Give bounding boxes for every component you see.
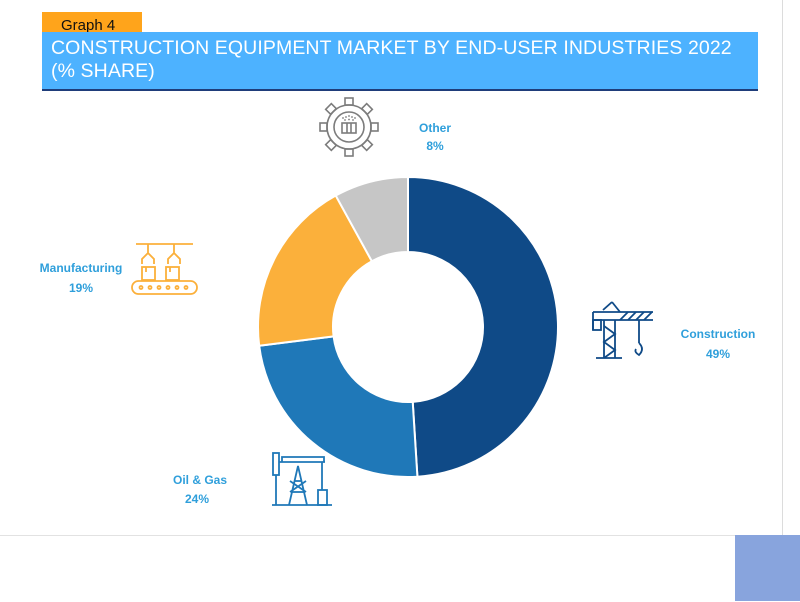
corner-block [735, 535, 800, 601]
donut-slice-construction [407, 175, 559, 478]
oil-pump-icon [272, 452, 332, 506]
slice-value-label-construction: 49% [706, 347, 730, 361]
tower-crane-icon [592, 301, 653, 359]
donut-slice-other [334, 175, 409, 263]
conveyor-robot-arm-icon [131, 243, 198, 295]
slice-name-label-oil-gas: Oil & Gas [173, 473, 227, 487]
donut-slice-manufacturing [257, 194, 374, 347]
gear-factory-icon [319, 97, 379, 157]
slice-value-label-other: 8% [426, 139, 444, 153]
donut-chart: Other 8% Manufacturing 19% Construction … [40, 97, 756, 506]
slice-value-label-manufacturing: 19% [69, 281, 93, 295]
slide-footer-area [0, 535, 800, 602]
chart-title: CONSTRUCTION EQUIPMENT MARKET BY END-USE… [42, 32, 758, 89]
title-underline [42, 89, 758, 91]
slice-name-label-other: Other [419, 121, 451, 135]
donut-slice-oil-gas [258, 335, 419, 478]
slice-name-label-construction: Construction [681, 327, 756, 341]
slide-edge [782, 0, 783, 535]
slice-value-label-oil-gas: 24% [185, 492, 209, 506]
slice-name-label-manufacturing: Manufacturing [40, 261, 123, 275]
donut-slices [257, 175, 559, 478]
